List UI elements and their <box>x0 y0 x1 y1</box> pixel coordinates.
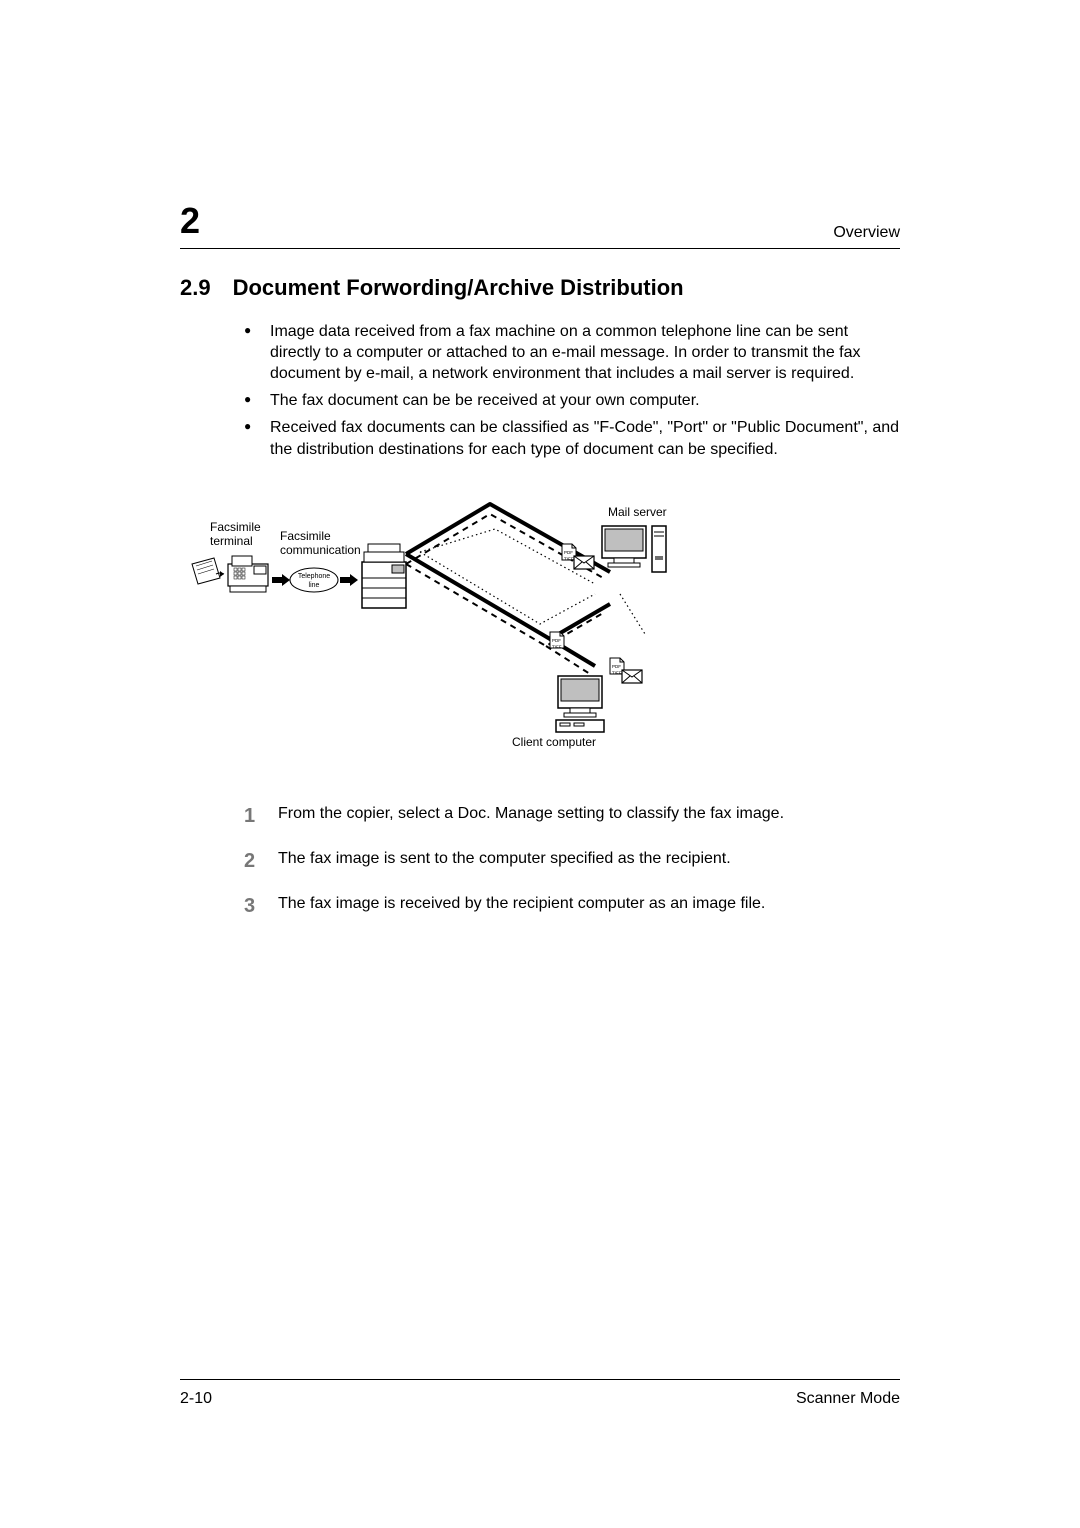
numbered-steps: 1 From the copier, select a Doc. Manage … <box>244 803 900 920</box>
svg-text:TIFF: TIFF <box>552 644 562 649</box>
svg-text:PDF: PDF <box>612 664 621 669</box>
flow-diagram: FacsimileterminalFacsimilecommunicationM… <box>190 484 900 779</box>
svg-text:PDF: PDF <box>552 638 561 643</box>
footer-mode-label: Scanner Mode <box>796 1390 900 1408</box>
section-title: Document Forwording/Archive Distribution <box>233 275 684 301</box>
svg-text:line: line <box>309 582 320 589</box>
step-text: The fax image is sent to the computer sp… <box>278 848 731 875</box>
section-heading: 2.9 Document Forwording/Archive Distribu… <box>180 275 900 301</box>
svg-text:TIFF: TIFF <box>612 670 622 675</box>
step-item: 1 From the copier, select a Doc. Manage … <box>244 803 900 830</box>
bullet-list: Image data received from a fax machine o… <box>244 321 900 460</box>
step-item: 3 The fax image is received by the recip… <box>244 893 900 920</box>
page-number: 2-10 <box>180 1390 212 1408</box>
svg-text:communication: communication <box>280 543 361 557</box>
bullet-item: Image data received from a fax machine o… <box>244 321 900 384</box>
svg-text:Client computer: Client computer <box>512 735 596 749</box>
step-number: 1 <box>244 803 264 830</box>
bullet-text: Received fax documents can be classified… <box>270 419 899 457</box>
section-number: 2.9 <box>180 275 211 301</box>
page-footer: 2-10 Scanner Mode <box>180 1379 900 1408</box>
page-header: 2 Overview <box>180 200 900 249</box>
step-text: From the copier, select a Doc. Manage se… <box>278 803 784 830</box>
step-item: 2 The fax image is sent to the computer … <box>244 848 900 875</box>
chapter-number: 2 <box>180 200 200 242</box>
svg-text:Telephone: Telephone <box>298 573 330 580</box>
svg-text:PDF: PDF <box>564 550 573 555</box>
step-text: The fax image is received by the recipie… <box>278 893 765 920</box>
bullet-text: Image data received from a fax machine o… <box>270 323 861 382</box>
bullet-item: The fax document can be be received at y… <box>244 390 900 411</box>
svg-text:Facsimile: Facsimile <box>280 529 331 543</box>
bullet-text: The fax document can be be received at y… <box>270 392 700 409</box>
step-number: 3 <box>244 893 264 920</box>
svg-text:terminal: terminal <box>210 534 253 548</box>
step-number: 2 <box>244 848 264 875</box>
page: 2 Overview 2.9 Document Forwording/Archi… <box>0 0 1080 1528</box>
svg-text:Mail server: Mail server <box>608 505 667 519</box>
svg-text:Facsimile: Facsimile <box>210 520 261 534</box>
bullet-item: Received fax documents can be classified… <box>244 417 900 459</box>
svg-text:TIFF: TIFF <box>564 556 574 561</box>
header-overview-label: Overview <box>833 224 900 242</box>
flow-diagram-svg: FacsimileterminalFacsimilecommunicationM… <box>190 484 700 774</box>
